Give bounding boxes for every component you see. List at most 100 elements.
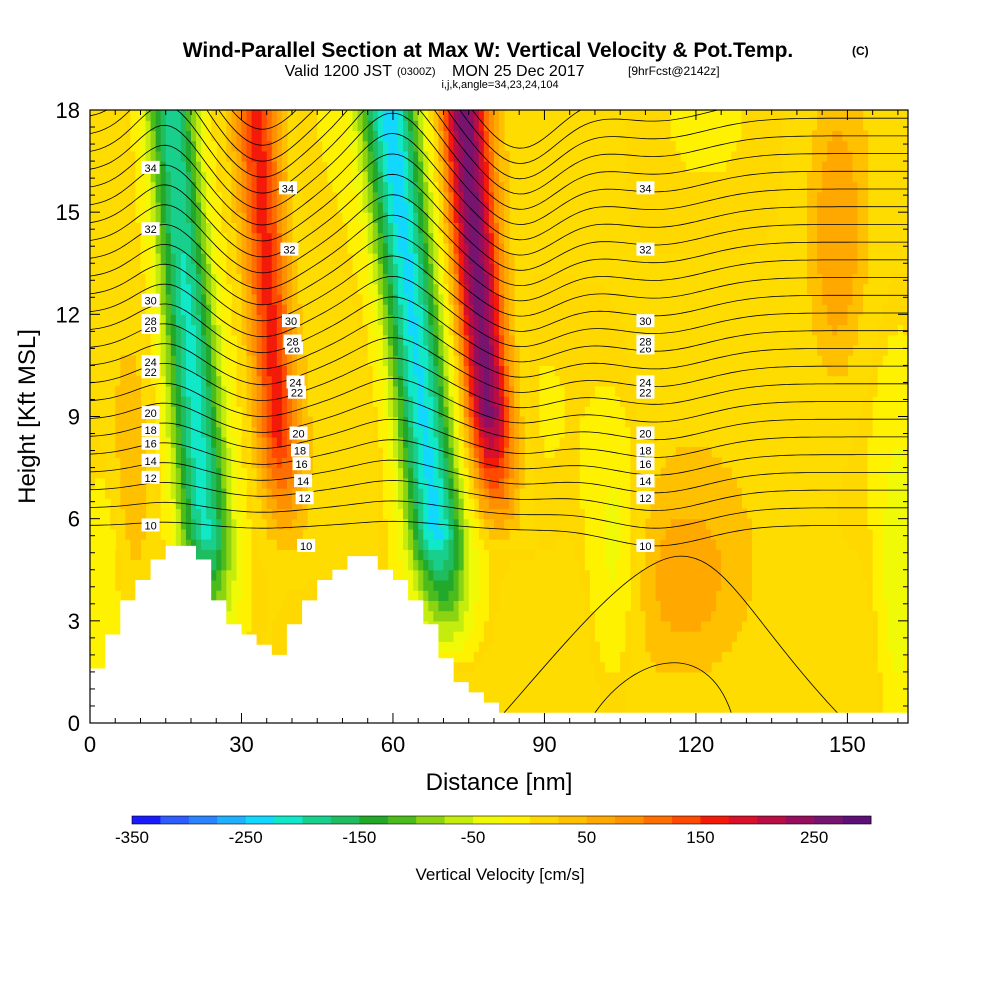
velocity-cell [433,314,440,326]
velocity-cell [433,375,440,387]
valid-prefix: Valid 1200 JST [285,63,393,80]
velocity-cell [170,222,177,234]
velocity-cell [251,242,258,254]
velocity-cell [685,549,692,561]
velocity-cell [387,324,394,336]
velocity-cell [266,150,273,162]
velocity-cell [665,559,672,571]
velocity-cell [574,334,581,346]
velocity-cell [468,191,475,203]
velocity-cell [599,314,606,326]
velocity-cell [241,232,248,244]
velocity-cell [716,610,722,622]
velocity-cell [418,283,424,295]
velocity-cell [458,620,465,632]
velocity-cell [483,191,490,203]
velocity-cell [398,120,404,132]
velocity-cell [125,477,131,489]
velocity-cell [630,426,636,438]
velocity-cell [291,498,298,510]
velocity-cell [428,130,434,142]
velocity-cell [458,273,465,285]
velocity-cell [721,508,727,520]
velocity-cell [584,488,591,499]
velocity-cell [160,130,167,142]
velocity-cell [100,508,106,520]
velocity-cell [554,385,561,397]
velocity-cell [463,549,470,561]
velocity-cell [554,355,561,367]
velocity-cell [392,426,399,438]
velocity-cell [180,222,187,234]
velocity-cell [241,120,248,132]
velocity-cell [100,651,106,663]
velocity-cell [690,610,697,622]
velocity-cell [574,416,581,428]
velocity-cell [261,436,268,448]
velocity-cell [221,334,227,346]
velocity-cell [261,314,268,326]
velocity-cell [110,610,116,622]
velocity-cell [559,396,566,407]
velocity-cell [483,416,490,428]
velocity-cell [554,344,561,356]
velocity-cell [660,191,667,203]
velocity-cell [453,161,460,172]
velocity-cell [620,477,626,489]
velocity-cell [514,396,520,407]
velocity-cell [488,406,495,418]
velocity-cell [721,559,727,571]
velocity-cell [433,436,440,448]
velocity-cell [534,385,540,397]
velocity-cell [615,661,621,673]
velocity-cell [599,590,606,601]
velocity-cell [180,212,187,223]
velocity-cell [458,385,465,397]
velocity-cell [251,263,258,275]
velocity-cell [418,334,424,346]
velocity-cell [610,651,616,663]
velocity-cell [599,436,606,448]
velocity-cell [690,539,697,550]
velocity-cell [211,171,217,183]
velocity-cell [246,140,253,152]
velocity-cell [302,171,308,183]
velocity-cell [352,212,359,223]
velocity-cell [160,375,167,387]
velocity-cell [625,641,631,653]
velocity-cell [458,457,465,469]
velocity-cell [721,590,727,601]
velocity-cell [670,457,677,469]
velocity-cell [443,457,450,469]
velocity-cell [428,416,434,428]
velocity-cell [594,385,601,397]
velocity-cell [453,324,460,336]
velocity-cell [251,539,258,550]
velocity-cell [605,682,611,693]
velocity-cell [226,304,232,315]
velocity-cell [468,201,475,213]
velocity-cell [706,539,712,550]
velocity-cell [251,457,258,469]
velocity-cell [620,518,626,530]
velocity-cell [483,293,490,305]
velocity-cell [569,334,576,346]
velocity-cell [463,253,470,264]
velocity-cell [589,528,596,540]
velocity-cell [539,344,546,356]
velocity-cell [377,283,384,295]
velocity-cell [185,385,192,397]
velocity-cell [655,212,662,223]
velocity-cell [433,365,440,377]
velocity-cell [620,498,626,510]
velocity-cell [716,181,722,193]
velocity-cell [216,201,222,213]
velocity-cell [625,569,631,581]
velocity-cell [564,385,571,397]
velocity-cell [443,620,450,632]
velocity-cell [620,457,626,469]
velocity-cell [433,539,440,550]
velocity-cell [130,365,137,377]
velocity-cell [468,375,475,387]
velocity-cell [145,171,152,183]
